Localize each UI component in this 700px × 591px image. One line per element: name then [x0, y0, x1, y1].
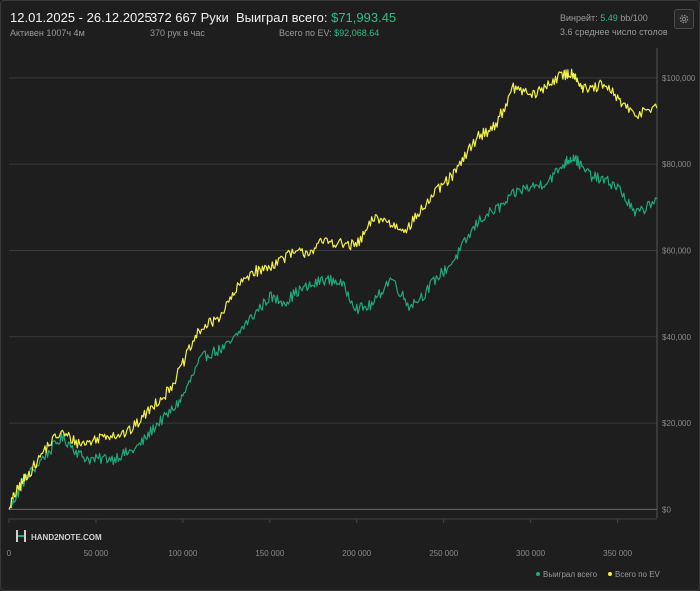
y-tick-label: $100,000: [662, 74, 696, 83]
watermark-text: HAND2NOTE.COM: [31, 533, 102, 542]
winrate-unit: bb/100: [620, 13, 648, 23]
settings-button[interactable]: [674, 9, 694, 29]
x-tick-label: 50 000: [84, 549, 109, 558]
hands-count: 372 667 Руки: [150, 10, 229, 25]
x-tick-label: 250 000: [429, 549, 458, 558]
x-tick-label: 300 000: [516, 549, 545, 558]
y-tick-label: $80,000: [662, 160, 691, 169]
axes: $0 $20,000 $40,000 $60,000 $80,000 $100,000 0 5…: [7, 48, 696, 558]
grid: [9, 77, 657, 510]
ev-value: $92,068.64: [334, 28, 380, 38]
x-tick-label: 350 000: [603, 549, 632, 558]
x-tick-label: 150 000: [255, 549, 284, 558]
legend-item-ev[interactable]: Всего по EV: [608, 570, 661, 579]
won-value: $71,993.45: [331, 10, 397, 25]
y-tick-label: $40,000: [662, 333, 691, 342]
gear-icon: [679, 14, 689, 24]
x-tick-label: 100 000: [168, 549, 197, 558]
date-range: 12.01.2025 - 26.12.2025: [10, 10, 152, 25]
watermark-logo-icon: [16, 530, 26, 542]
legend-label-ev: Всего по EV: [615, 570, 661, 579]
active-time: Активен 1007ч 4м: [10, 28, 85, 38]
legend-marker-ev: [608, 572, 612, 576]
legend: Выиграл всего Всего по EV: [536, 570, 661, 579]
legend-marker-won: [536, 572, 540, 576]
hands-per-hour: 370 рук в час: [150, 28, 205, 38]
y-tick-label: $0: [662, 505, 671, 514]
avg-tables: 3.6 среднее число столов: [560, 27, 668, 37]
series-layer: [8, 68, 658, 510]
ev-label: Всего по EV:: [279, 28, 332, 38]
series-line-ev: [8, 68, 658, 510]
y-tick-label: $60,000: [662, 246, 691, 255]
y-tick-label: $20,000: [662, 419, 691, 428]
winrate-value: 5.49: [600, 13, 618, 23]
x-tick-label: 0: [7, 549, 12, 558]
won-total: Выиграл всего: $71,993.45: [236, 10, 396, 25]
series-line-won: [8, 154, 658, 510]
legend-item-won[interactable]: Выиграл всего: [536, 570, 598, 579]
ev-total: Всего по EV: $92,068.64: [279, 28, 379, 38]
legend-label-won: Выиграл всего: [543, 570, 598, 579]
watermark: HAND2NOTE.COM: [16, 530, 102, 542]
winrate: Винрейт: 5.49 bb/100: [560, 13, 648, 23]
won-label: Выиграл всего:: [236, 10, 328, 25]
winrate-label: Винрейт:: [560, 13, 598, 23]
x-tick-label: 200 000: [342, 549, 371, 558]
